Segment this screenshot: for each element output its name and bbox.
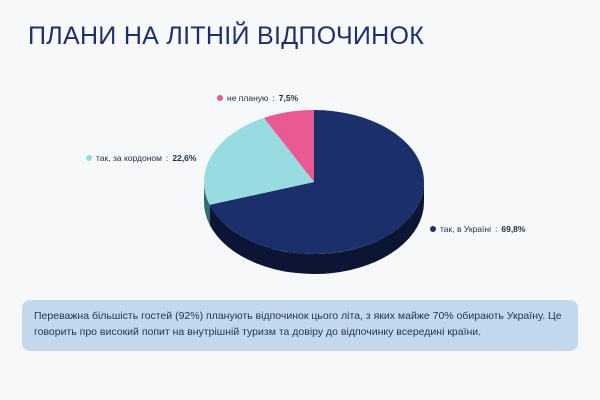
pie-slice-1 [204,117,314,205]
legend-item-not-planning: не планую: 7,5% [217,93,298,103]
legend-item-abroad: так, за кордоном: 22,6% [86,153,196,163]
pie-side-1 [204,182,210,225]
legend-dot-not-planning [217,95,223,101]
pie-chart: так, за кордоном: 22,6% не планую: 7,5% … [0,70,600,295]
legend-value-not-planning: 7,5% [278,93,299,103]
legend-label-ukraine: так, в Україні [440,224,491,234]
legend-value-abroad: 22,6% [172,153,197,163]
legend-item-ukraine: так, в Україні: 69,8% [430,224,525,234]
pie-slice-0 [209,110,424,254]
pie-slice-2 [264,110,314,182]
legend-value-ukraine: 69,8% [501,224,526,234]
pie-chart-svg [204,110,424,274]
legend-label-not-planning: не планую [227,93,269,103]
legend-dot-ukraine [430,226,436,232]
pie-side-0 [209,182,424,274]
summary-note: Переважна більшість гостей (92%) плануют… [22,300,578,351]
page-title: ПЛАНИ НА ЛІТНІЙ ВІДПОЧИНОК [28,22,425,50]
legend-label-abroad: так, за кордоном [96,153,162,163]
legend-dot-abroad [86,155,92,161]
